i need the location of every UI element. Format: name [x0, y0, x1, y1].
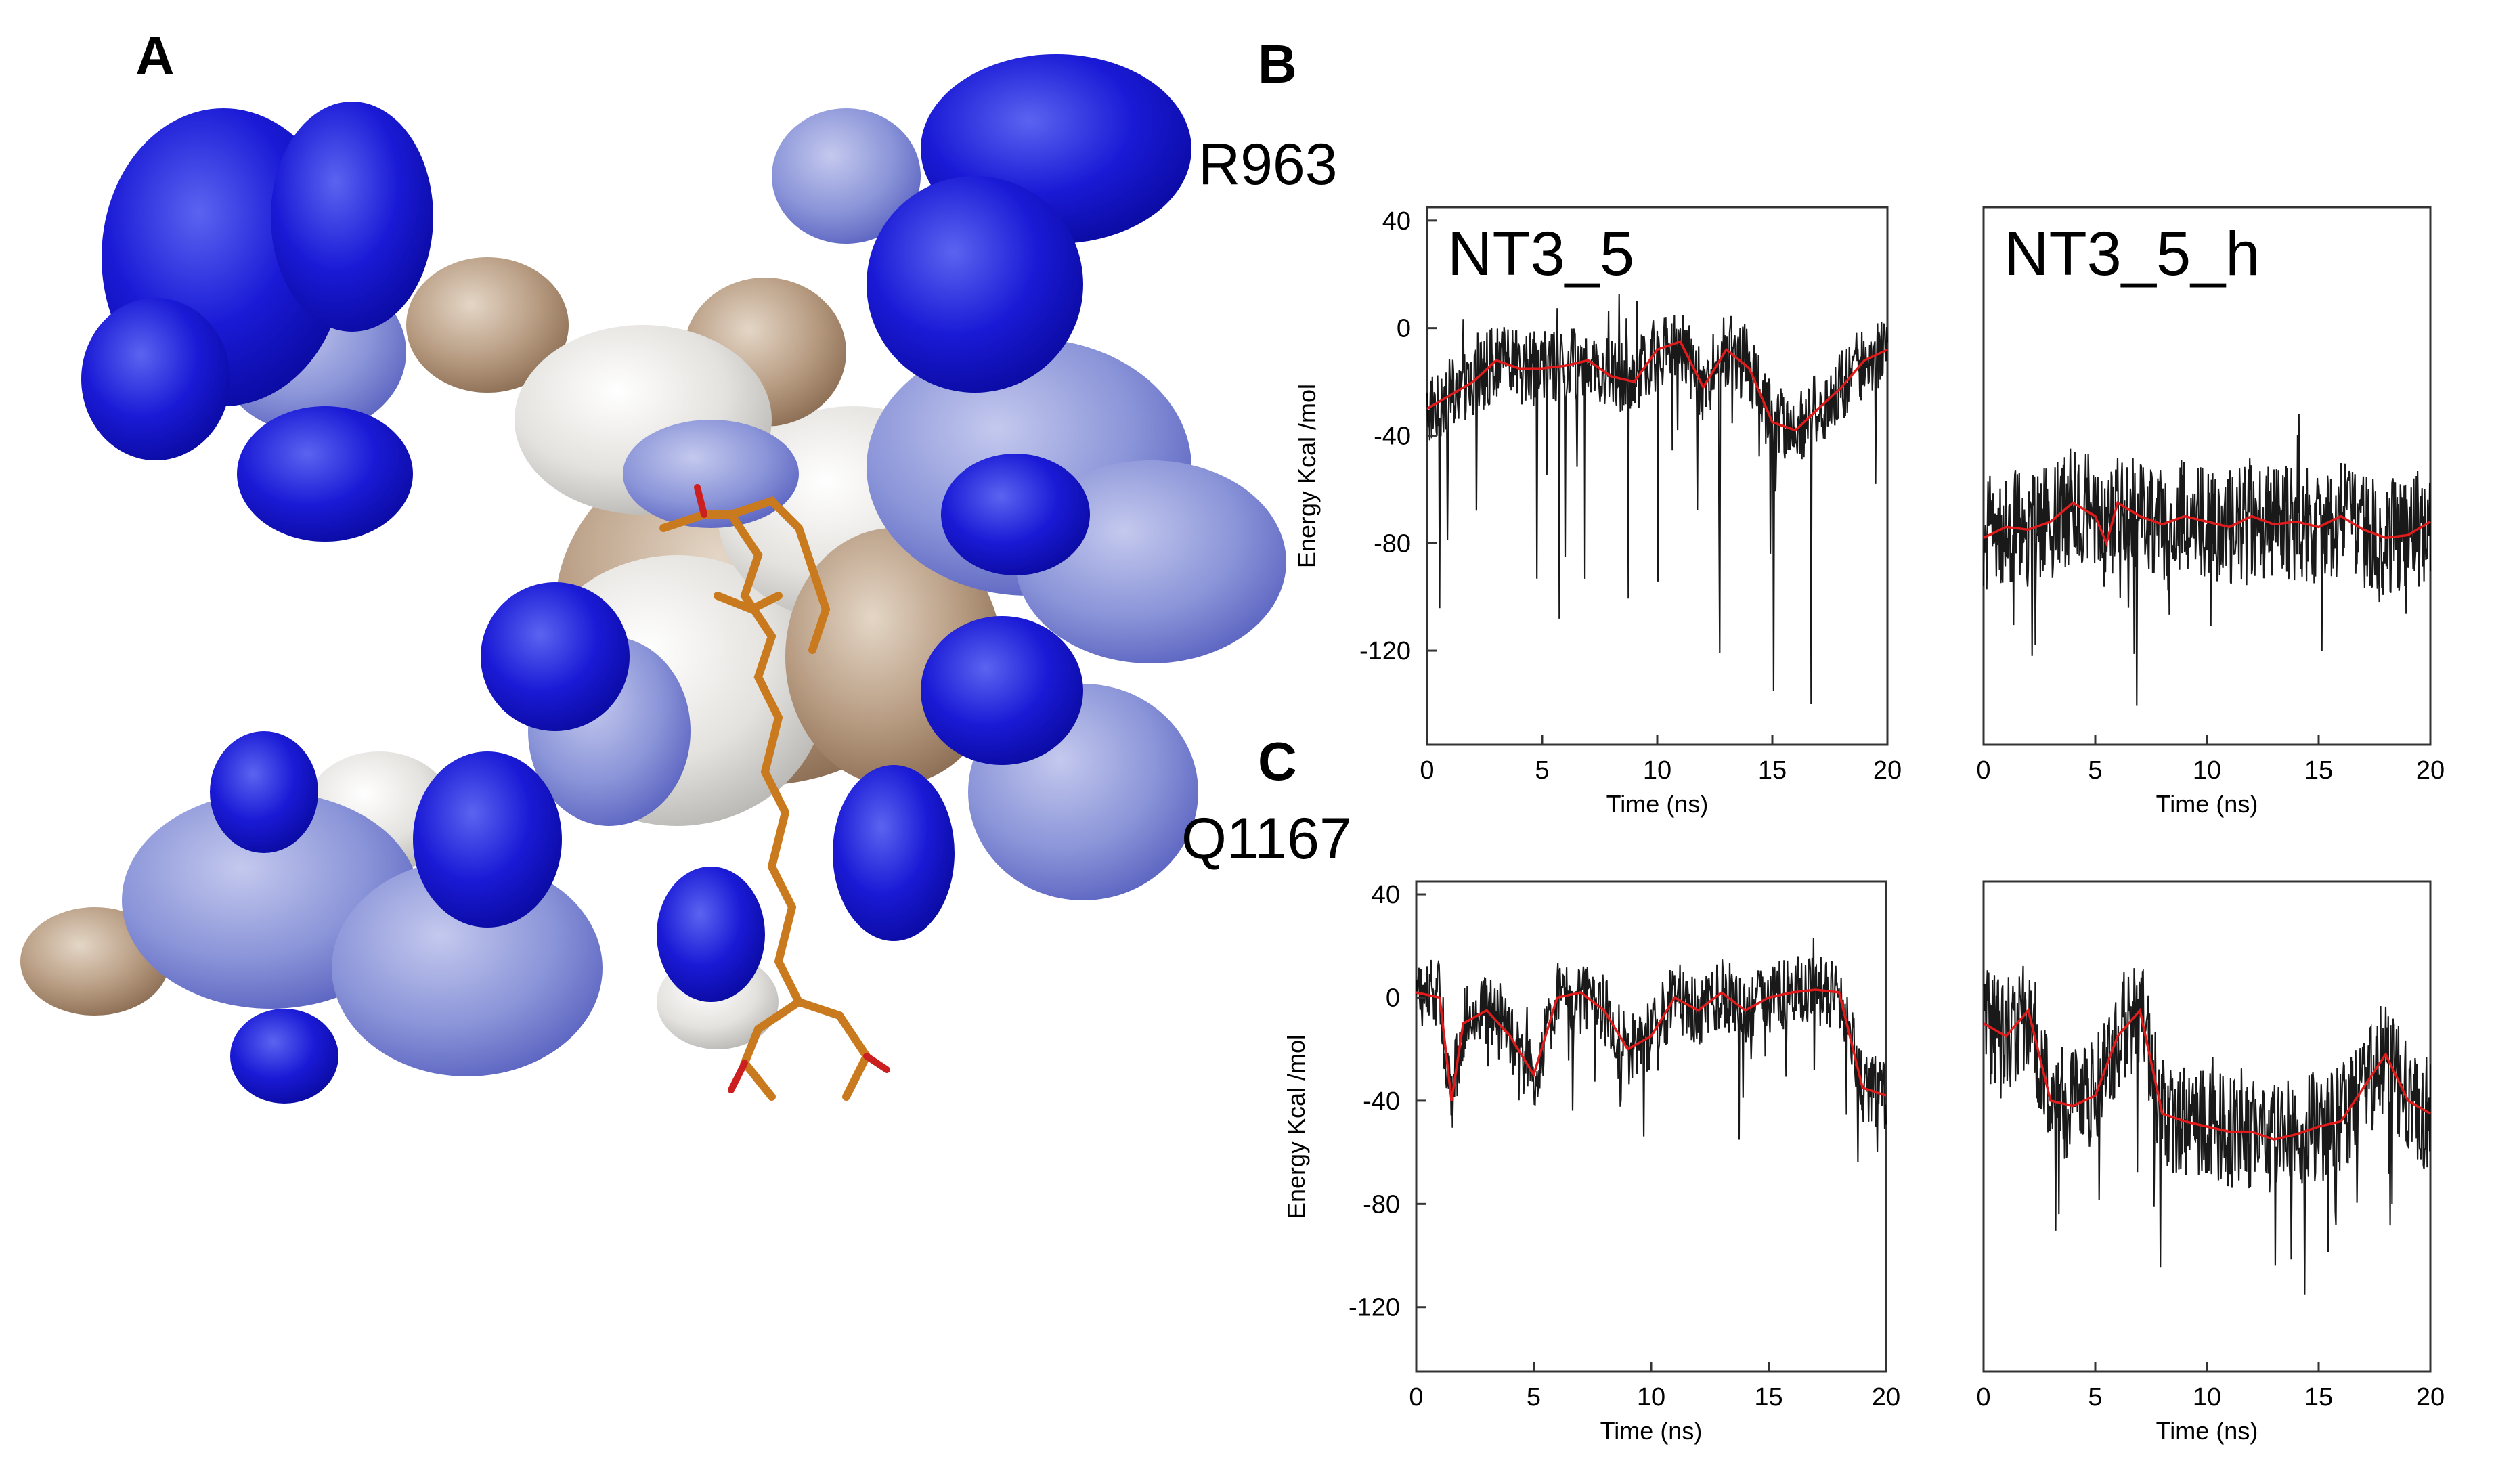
series-average-line — [1416, 988, 1887, 1101]
x-tick-label: 15 — [1754, 1383, 1782, 1412]
x-tick-label: 0 — [1976, 756, 1990, 785]
y-tick-label: 40 — [1382, 207, 1411, 236]
x-tick-label: 5 — [2088, 1383, 2102, 1412]
x-tick-label: 10 — [2193, 756, 2221, 785]
y-tick-label: -40 — [1363, 1087, 1400, 1116]
y-axis-label: Energy Kcal /mol — [1293, 384, 1321, 568]
y-tick-label: -40 — [1374, 422, 1411, 450]
x-tick-label: 10 — [2193, 1383, 2221, 1412]
chart-title: NT3_5_h — [2004, 219, 2260, 288]
plot-frame — [1415, 880, 1887, 1373]
x-tick-label: 15 — [2304, 1383, 2333, 1412]
x-axis-label: Time (ns) — [1600, 1417, 1703, 1445]
panel-label-c: C — [1258, 731, 1297, 791]
x-tick-label: 0 — [1409, 1383, 1423, 1412]
residue-label-r963: R963 — [1198, 132, 1338, 197]
x-tick-label: 15 — [2304, 756, 2333, 785]
x-tick-label: 5 — [2088, 756, 2102, 785]
y-tick-label: -80 — [1363, 1190, 1400, 1219]
x-tick-label: 15 — [1758, 756, 1787, 785]
chart-c-nt3-5-h: 0 5 10 15 20 Time (ns) — [1976, 880, 2445, 1445]
series-average-line — [1426, 340, 1888, 432]
series-average-line — [1983, 501, 2431, 547]
x-axis-label: Time (ns) — [2156, 790, 2258, 818]
panel-label-a: A — [135, 26, 175, 86]
series-average-line — [1983, 1007, 2431, 1141]
y-tick-label: -120 — [1359, 637, 1411, 665]
x-tick-label: 5 — [1535, 756, 1549, 785]
y-tick-label: -120 — [1349, 1294, 1400, 1322]
x-axis-label: Time (ns) — [1606, 790, 1709, 818]
panel-label-b: B — [1258, 34, 1297, 94]
series-trace — [1982, 413, 2432, 706]
x-axis-label: Time (ns) — [2156, 1417, 2258, 1445]
series-trace — [1982, 965, 2432, 1295]
molecular-surface-image — [20, 54, 1286, 1104]
x-tick-label: 20 — [1872, 1383, 1900, 1412]
chart-b-nt3-5-h: 0 5 10 15 20 Time (ns) NT3_5_h — [1976, 206, 2445, 818]
y-tick-label: -80 — [1374, 529, 1411, 558]
y-tick-label: 0 — [1397, 315, 1411, 343]
x-tick-label: 20 — [2416, 756, 2445, 785]
x-tick-label: 0 — [1976, 1383, 1990, 1412]
x-tick-label: 5 — [1527, 1383, 1541, 1412]
chart-b-nt3-5: 0 5 10 15 20 40 0 -40 -80 -120 Time (ns) Energy Kca… — [1293, 206, 1902, 818]
series-trace — [1426, 294, 1889, 705]
x-tick-label: 10 — [1643, 756, 1671, 785]
series-trace — [1415, 938, 1887, 1163]
chart-title: NT3_5 — [1447, 219, 1634, 288]
x-tick-label: 0 — [1420, 756, 1434, 785]
x-tick-label: 20 — [1873, 756, 1902, 785]
x-tick-label: 10 — [1637, 1383, 1665, 1412]
chart-c-nt3-5: 0 5 10 15 20 40 0 -40 -80 -120 Time (ns) Energy Kca… — [1282, 880, 1900, 1445]
y-tick-label: 0 — [1386, 984, 1400, 1012]
y-tick-label: 40 — [1372, 881, 1400, 909]
y-axis-label: Energy Kcal /mol — [1282, 1034, 1310, 1219]
x-tick-label: 20 — [2416, 1383, 2445, 1412]
residue-label-q1167: Q1167 — [1181, 806, 1352, 871]
